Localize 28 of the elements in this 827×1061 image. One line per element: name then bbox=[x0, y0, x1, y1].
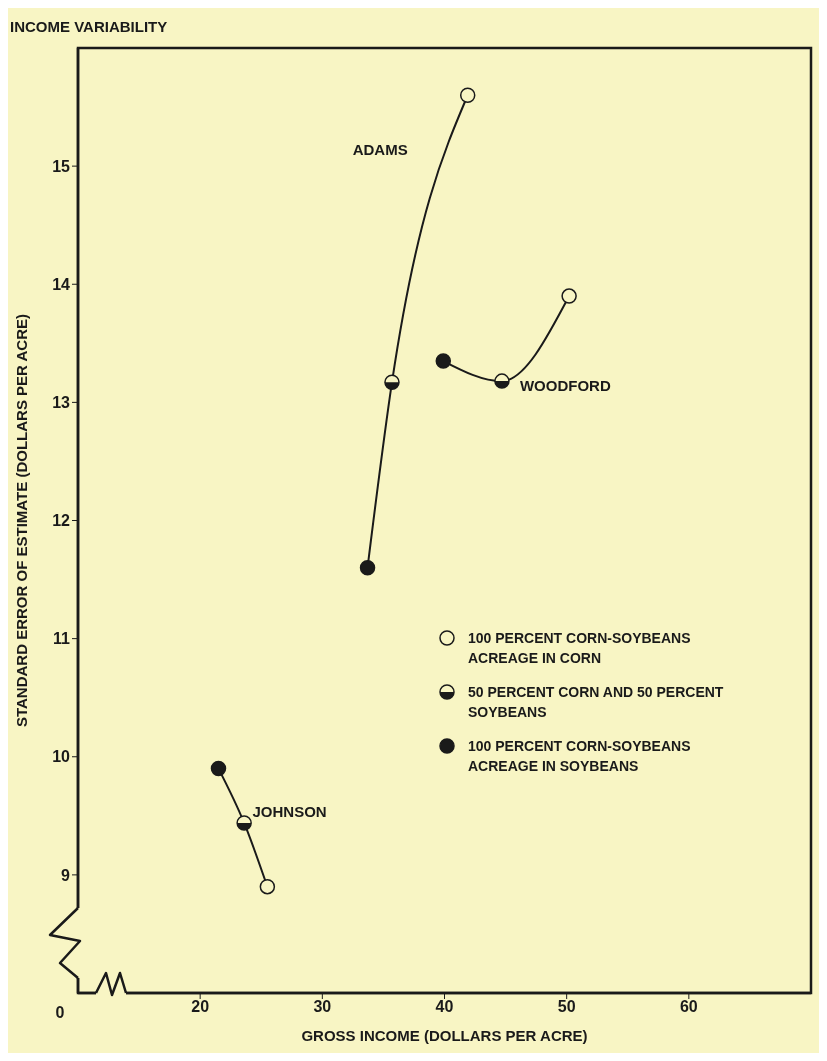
point bbox=[561, 288, 577, 304]
x-tick-label: 20 bbox=[191, 998, 210, 1016]
y-tick-label: 13 bbox=[52, 394, 71, 412]
x-axis-title: GROSS INCOME (DOLLARS PER ACRE) bbox=[301, 1027, 588, 1044]
point bbox=[435, 353, 452, 369]
legend-label: 100 PERCENT CORN-SOYBEANS ACREAGE IN SOYBEANS bbox=[468, 737, 692, 776]
point bbox=[259, 878, 276, 895]
chart-title: INCOME VARIABILITY bbox=[10, 18, 168, 35]
x-tick-label: 40 bbox=[435, 998, 454, 1016]
y-tick-label: 10 bbox=[52, 748, 71, 766]
point bbox=[359, 560, 376, 576]
point bbox=[459, 87, 476, 103]
series-label: WOODFORD bbox=[519, 377, 611, 395]
y-tick-label: 15 bbox=[52, 157, 71, 175]
legend-label: 100 PERCENT CORN-SOYBEANS ACREAGE IN CORN bbox=[468, 629, 692, 668]
x-tick-label: 30 bbox=[313, 998, 332, 1016]
y-axis-title: STANDARD ERROR OF ESTIMATE (DOLLARS PER ACRE) bbox=[13, 313, 31, 728]
y-tick-label: 11 bbox=[53, 630, 71, 648]
y-tick-label: 12 bbox=[52, 512, 71, 530]
text: 0 bbox=[55, 1004, 65, 1021]
point bbox=[210, 760, 227, 777]
y-tick-label: 9 bbox=[61, 866, 71, 884]
legend-label: 50 PERCENT CORN AND 50 PERCENT SOYBEANS bbox=[468, 683, 725, 722]
y-tick-label: 14 bbox=[52, 275, 71, 293]
x-tick-label: 60 bbox=[679, 998, 698, 1016]
series-label: JOHNSON bbox=[252, 802, 327, 820]
text: ADAMS bbox=[352, 141, 408, 159]
x-tick-label: 50 bbox=[557, 998, 576, 1016]
